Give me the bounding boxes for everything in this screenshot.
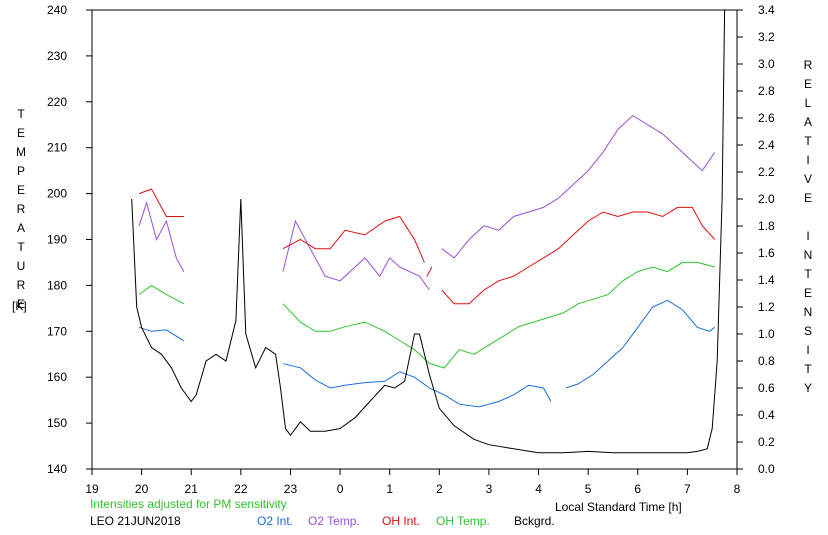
series-line-o2-int: [282, 363, 552, 408]
right-tick-label: 2.8: [758, 84, 775, 98]
series-line-oh-int: [282, 215, 425, 263]
right-tick-label: 2.6: [758, 111, 775, 125]
left-tick-label: 240: [47, 3, 67, 17]
x-tick-label: 3: [486, 482, 493, 496]
series-group: [131, 9, 726, 454]
legend-o2-temp: O2 Temp.: [308, 514, 360, 528]
right-tick-label: 3.0: [758, 57, 775, 71]
x-axis-label: Local Standard Time [h]: [555, 500, 682, 514]
right-tick-label: 2.4: [758, 138, 775, 152]
left-tick-label: 160: [47, 370, 67, 384]
right-tick-label: 0.0: [758, 462, 775, 476]
x-tick-label: 23: [284, 482, 298, 496]
series-line-o2-int: [138, 326, 185, 342]
x-tick-label: 21: [185, 482, 199, 496]
x-tick-label: 7: [684, 482, 691, 496]
x-tick-label: 4: [535, 482, 542, 496]
right-tick-label: 1.2: [758, 300, 775, 314]
legend-oh-int: OH Int.: [382, 514, 421, 528]
left-tick-label: 220: [47, 95, 67, 109]
sensitivity-note: Intensities adjusted for PM sensitivity: [90, 497, 287, 511]
left-tick-label: 190: [47, 233, 67, 247]
x-tick-label: 19: [85, 482, 99, 496]
series-line-oh-temp: [138, 284, 185, 305]
x-tick-label: 0: [337, 482, 344, 496]
right-tick-label: 0.6: [758, 381, 775, 395]
series-line-o2-temp: [441, 114, 716, 259]
series-line-bckgrd: [131, 9, 726, 454]
left-tick-label: 150: [47, 416, 67, 430]
right-tick-label: 0.2: [758, 435, 775, 449]
right-tick-label: 3.2: [758, 30, 775, 44]
x-tick-label: 5: [585, 482, 592, 496]
right-tick-label: 0.8: [758, 354, 775, 368]
right-tick-label: 2.0: [758, 192, 775, 206]
right-tick-label: 0.4: [758, 408, 775, 422]
left-axis: 140 150 160 170 180 190 200 210 220 230 240: [47, 3, 92, 476]
x-tick-label: 8: [734, 482, 741, 496]
left-tick-label: 140: [47, 462, 67, 476]
right-tick-label: 1.8: [758, 219, 775, 233]
x-tick-label: 6: [634, 482, 641, 496]
legend-background: Bckgrd.: [514, 514, 555, 528]
right-tick-label: 1.4: [758, 273, 775, 287]
legend-oh-temp: OH Temp.: [436, 514, 490, 528]
series-line-o2-int: [565, 299, 716, 389]
series-line-oh-temp: [282, 261, 715, 369]
left-tick-label: 170: [47, 324, 67, 338]
x-axis: 19 20 21 22 23 0 1 2 3 4 5 6 7 8: [85, 469, 741, 496]
right-axis: 0.0 0.2 0.4 0.6 0.8 1.0 1.2 1.4 1.6 1.8 2.0 2.2 2.4 2…: [737, 3, 775, 476]
legend-o2-int: O2 Int.: [257, 514, 294, 528]
right-tick-label: 3.4: [758, 3, 775, 17]
left-tick-label: 180: [47, 278, 67, 292]
series-line-oh-int: [138, 188, 184, 217]
x-tick-label: 20: [135, 482, 149, 496]
x-tick-label: 2: [436, 482, 443, 496]
series-line-oh-int: [426, 266, 433, 277]
right-tick-label: 2.2: [758, 165, 775, 179]
x-tick-label: 22: [234, 482, 248, 496]
station-date: LEO 21JUN2018: [90, 514, 181, 528]
right-tick-label: 1.0: [758, 327, 775, 341]
left-tick-label: 230: [47, 49, 67, 63]
left-tick-label: 200: [47, 187, 67, 201]
left-tick-label: 210: [47, 141, 67, 155]
series-line-o2-temp: [282, 219, 430, 291]
series-line-oh-int: [441, 206, 716, 305]
left-axis-unit: [K]: [12, 299, 27, 313]
right-tick-label: 1.6: [758, 246, 775, 260]
x-tick-label: 1: [386, 482, 393, 496]
series-line-o2-temp: [138, 201, 185, 272]
